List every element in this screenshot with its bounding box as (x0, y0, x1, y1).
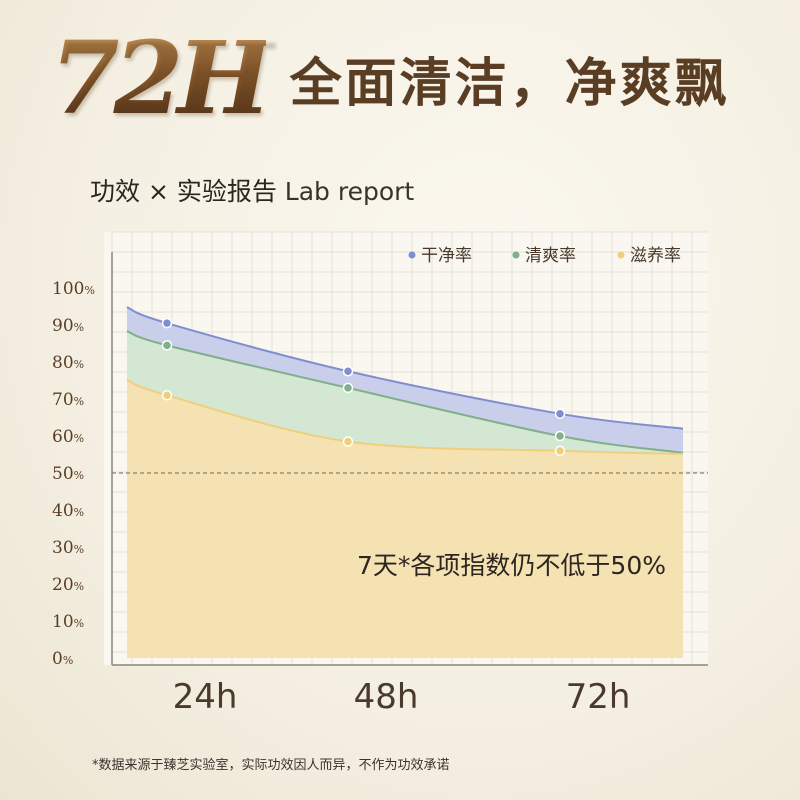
y-tick-10: 0% (52, 649, 73, 669)
x-tick-0: 24h (173, 677, 238, 717)
legend-label-1: 清爽率 (525, 246, 576, 266)
y-tick-4: 60% (52, 427, 84, 447)
y-tick-5: 50% (52, 464, 84, 484)
legend-label-2: 滋养率 (630, 246, 681, 266)
y-tick-0: 100% (52, 279, 95, 299)
chart-annotation: 7天*各项指数仍不低于50% (357, 551, 666, 580)
subtitle-prefix: 功效 × 实验报告 (90, 177, 277, 206)
y-tick-8: 20% (52, 575, 84, 595)
legend-label-0: 干净率 (421, 246, 472, 266)
y-tick-2: 80% (52, 353, 84, 373)
x-tick-1: 48h (354, 677, 419, 717)
footnote: *数据来源于臻芝实验室，实际功效因人而异，不作为功效承诺 (92, 758, 450, 773)
point-2-2 (554, 445, 566, 457)
headline: 72H 全面清洁，净爽飘 (50, 18, 770, 138)
point-1-1 (342, 382, 354, 394)
y-tick-3: 70% (52, 390, 84, 410)
headline-number: 72H (50, 19, 272, 137)
y-tick-7: 30% (52, 538, 84, 558)
chart-subtitle: 功效 × 实验报告 Lab report (90, 172, 414, 208)
legend-marker-0 (408, 251, 416, 259)
y-tick-9: 10% (52, 612, 84, 632)
point-2-1 (342, 436, 354, 447)
point-0-0 (161, 317, 173, 329)
area-2 (127, 379, 683, 658)
y-tick-6: 40% (52, 501, 84, 521)
point-0-2 (554, 408, 566, 420)
legend-marker-2 (617, 251, 625, 259)
point-1-0 (161, 340, 173, 351)
y-tick-1: 90% (52, 316, 84, 336)
point-2-0 (161, 390, 173, 401)
point-0-1 (342, 366, 354, 377)
legend-marker-1 (512, 251, 520, 259)
subtitle-lab: Lab report (284, 177, 415, 206)
point-1-2 (554, 430, 566, 442)
headline-text: 全面清洁，净爽飘 (289, 52, 730, 114)
x-tick-2: 72h (566, 677, 631, 717)
